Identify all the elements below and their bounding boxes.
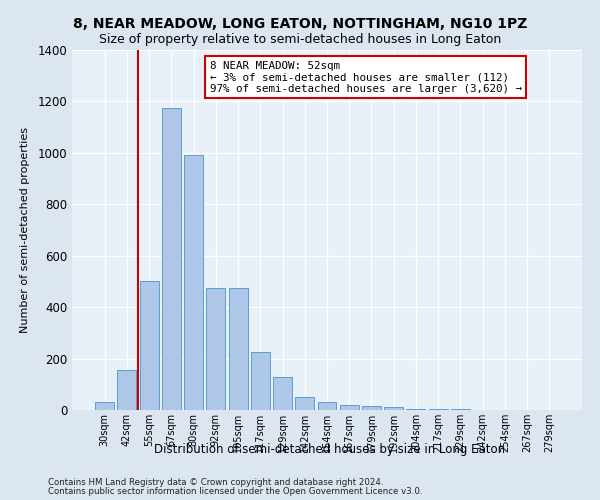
Text: Size of property relative to semi-detached houses in Long Eaton: Size of property relative to semi-detach… [99,32,501,46]
Bar [118,370,136,410]
Bar [251,352,270,410]
Text: Contains HM Land Registry data © Crown copyright and database right 2024.: Contains HM Land Registry data © Crown c… [48,478,383,487]
Bar [340,405,359,410]
Text: 8 NEAR MEADOW: 52sqm
← 3% of semi-detached houses are smaller (112)
97% of semi-: 8 NEAR MEADOW: 52sqm ← 3% of semi-detach… [210,61,522,94]
Bar [273,376,292,410]
Bar [184,156,203,410]
Bar [317,402,337,410]
Bar [206,288,225,410]
Text: 8, NEAR MEADOW, LONG EATON, NOTTINGHAM, NG10 1PZ: 8, NEAR MEADOW, LONG EATON, NOTTINGHAM, … [73,18,527,32]
Bar [429,409,448,410]
Bar [229,288,248,410]
Y-axis label: Number of semi-detached properties: Number of semi-detached properties [20,127,31,333]
Text: Contains public sector information licensed under the Open Government Licence v3: Contains public sector information licen… [48,486,422,496]
Bar [384,408,403,410]
Text: Distribution of semi-detached houses by size in Long Eaton: Distribution of semi-detached houses by … [154,442,506,456]
Bar [362,406,381,410]
Bar [406,408,425,410]
Bar [95,402,114,410]
Bar [140,282,158,410]
Bar [295,397,314,410]
Bar [162,108,181,410]
